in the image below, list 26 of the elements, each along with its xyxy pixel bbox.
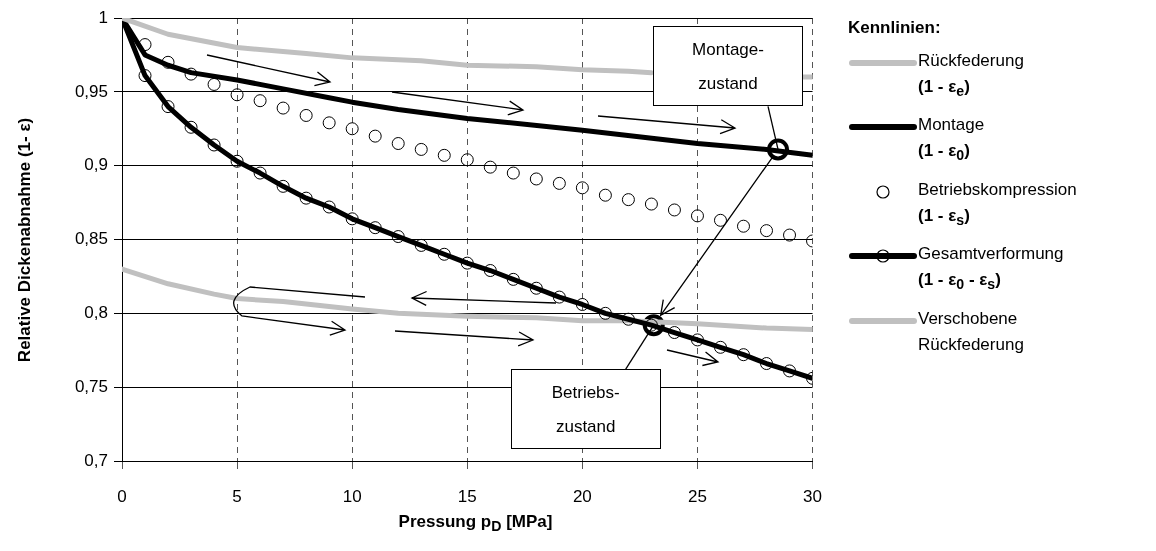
legend-label: Montage (1 - ε$_{0}$) (918, 114, 985, 166)
callout-box: Betriebs- zustand (510, 369, 661, 450)
annotation: Montage- zustand (692, 40, 764, 94)
callout-box: Montage- zustand (653, 26, 803, 107)
annotation: Betriebs- zustand (551, 383, 620, 437)
x-tick-label: 20 (572, 486, 592, 506)
y-axis-title: Relative Dickenabnahme (1- ε) (15, 116, 35, 365)
x-tick-label: 10 (342, 486, 362, 506)
x-tick-label: 0 (117, 486, 127, 506)
y-tick-label: 0,85 (74, 229, 108, 249)
legend-label: Gesamtverformung (1 - ε$_{0}$ - ε$_{s}$) (918, 243, 1064, 295)
y-tick-label: 0,7 (84, 450, 108, 470)
y-tick-label: 1 (98, 7, 108, 27)
y-tick-label: 0,8 (84, 303, 108, 323)
legend-title: Kennlinien: (848, 18, 942, 38)
legend-label: Verschobene Rückfederung (918, 307, 1024, 356)
legend-label: Rückfederung (1 - ε$_{e}$) (918, 50, 1024, 102)
y-tick-label: 0,9 (84, 155, 108, 175)
x-tick-label: 15 (457, 486, 477, 506)
y-tick-label: 0,75 (74, 376, 108, 396)
legend-label: Betriebskompression (1 - ε$_{s}$) (918, 178, 1077, 231)
x-tick-label: 5 (232, 486, 242, 506)
y-tick-label: 0,95 (74, 81, 108, 101)
x-axis-title: Pressung p$_{D}$ [MPa] (397, 512, 554, 535)
x-tick-label: 25 (687, 486, 707, 506)
x-tick-label: 30 (803, 486, 823, 506)
